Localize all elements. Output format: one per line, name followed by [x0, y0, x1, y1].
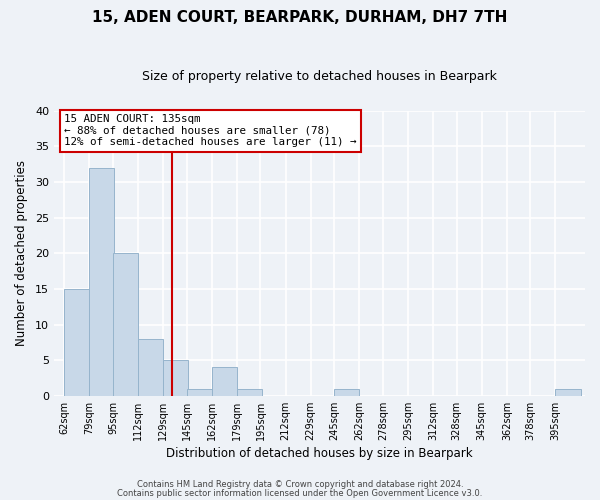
Y-axis label: Number of detached properties: Number of detached properties [15, 160, 28, 346]
Bar [89, 168, 115, 396]
Text: Contains HM Land Registry data © Crown copyright and database right 2024.: Contains HM Land Registry data © Crown c… [137, 480, 463, 489]
Bar [138, 339, 163, 396]
Bar [187, 388, 212, 396]
Text: Contains public sector information licensed under the Open Government Licence v3: Contains public sector information licen… [118, 488, 482, 498]
X-axis label: Distribution of detached houses by size in Bearpark: Distribution of detached houses by size … [166, 447, 473, 460]
Bar [64, 289, 89, 396]
Bar [212, 368, 237, 396]
Text: 15, ADEN COURT, BEARPARK, DURHAM, DH7 7TH: 15, ADEN COURT, BEARPARK, DURHAM, DH7 7T… [92, 10, 508, 25]
Text: 15 ADEN COURT: 135sqm
← 88% of detached houses are smaller (78)
12% of semi-deta: 15 ADEN COURT: 135sqm ← 88% of detached … [64, 114, 357, 148]
Bar [113, 253, 138, 396]
Bar [163, 360, 188, 396]
Title: Size of property relative to detached houses in Bearpark: Size of property relative to detached ho… [142, 70, 497, 83]
Bar [334, 388, 359, 396]
Bar [556, 388, 581, 396]
Bar [237, 388, 262, 396]
